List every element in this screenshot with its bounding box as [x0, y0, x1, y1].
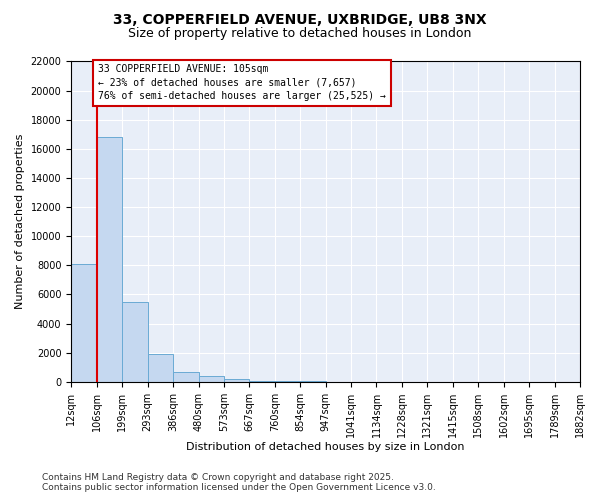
Text: 33, COPPERFIELD AVENUE, UXBRIDGE, UB8 3NX: 33, COPPERFIELD AVENUE, UXBRIDGE, UB8 3N…	[113, 12, 487, 26]
Bar	[199, 376, 224, 382]
Bar	[97, 137, 122, 382]
Text: Contains HM Land Registry data © Crown copyright and database right 2025.
Contai: Contains HM Land Registry data © Crown c…	[42, 473, 436, 492]
Bar	[173, 372, 199, 382]
Bar	[275, 381, 300, 382]
Bar	[71, 264, 97, 382]
Bar	[148, 354, 173, 382]
Bar	[224, 379, 250, 382]
X-axis label: Distribution of detached houses by size in London: Distribution of detached houses by size …	[187, 442, 465, 452]
Bar	[122, 302, 148, 382]
Y-axis label: Number of detached properties: Number of detached properties	[15, 134, 25, 310]
Text: 33 COPPERFIELD AVENUE: 105sqm
← 23% of detached houses are smaller (7,657)
76% o: 33 COPPERFIELD AVENUE: 105sqm ← 23% of d…	[98, 64, 386, 101]
Bar	[250, 380, 275, 382]
Text: Size of property relative to detached houses in London: Size of property relative to detached ho…	[128, 28, 472, 40]
